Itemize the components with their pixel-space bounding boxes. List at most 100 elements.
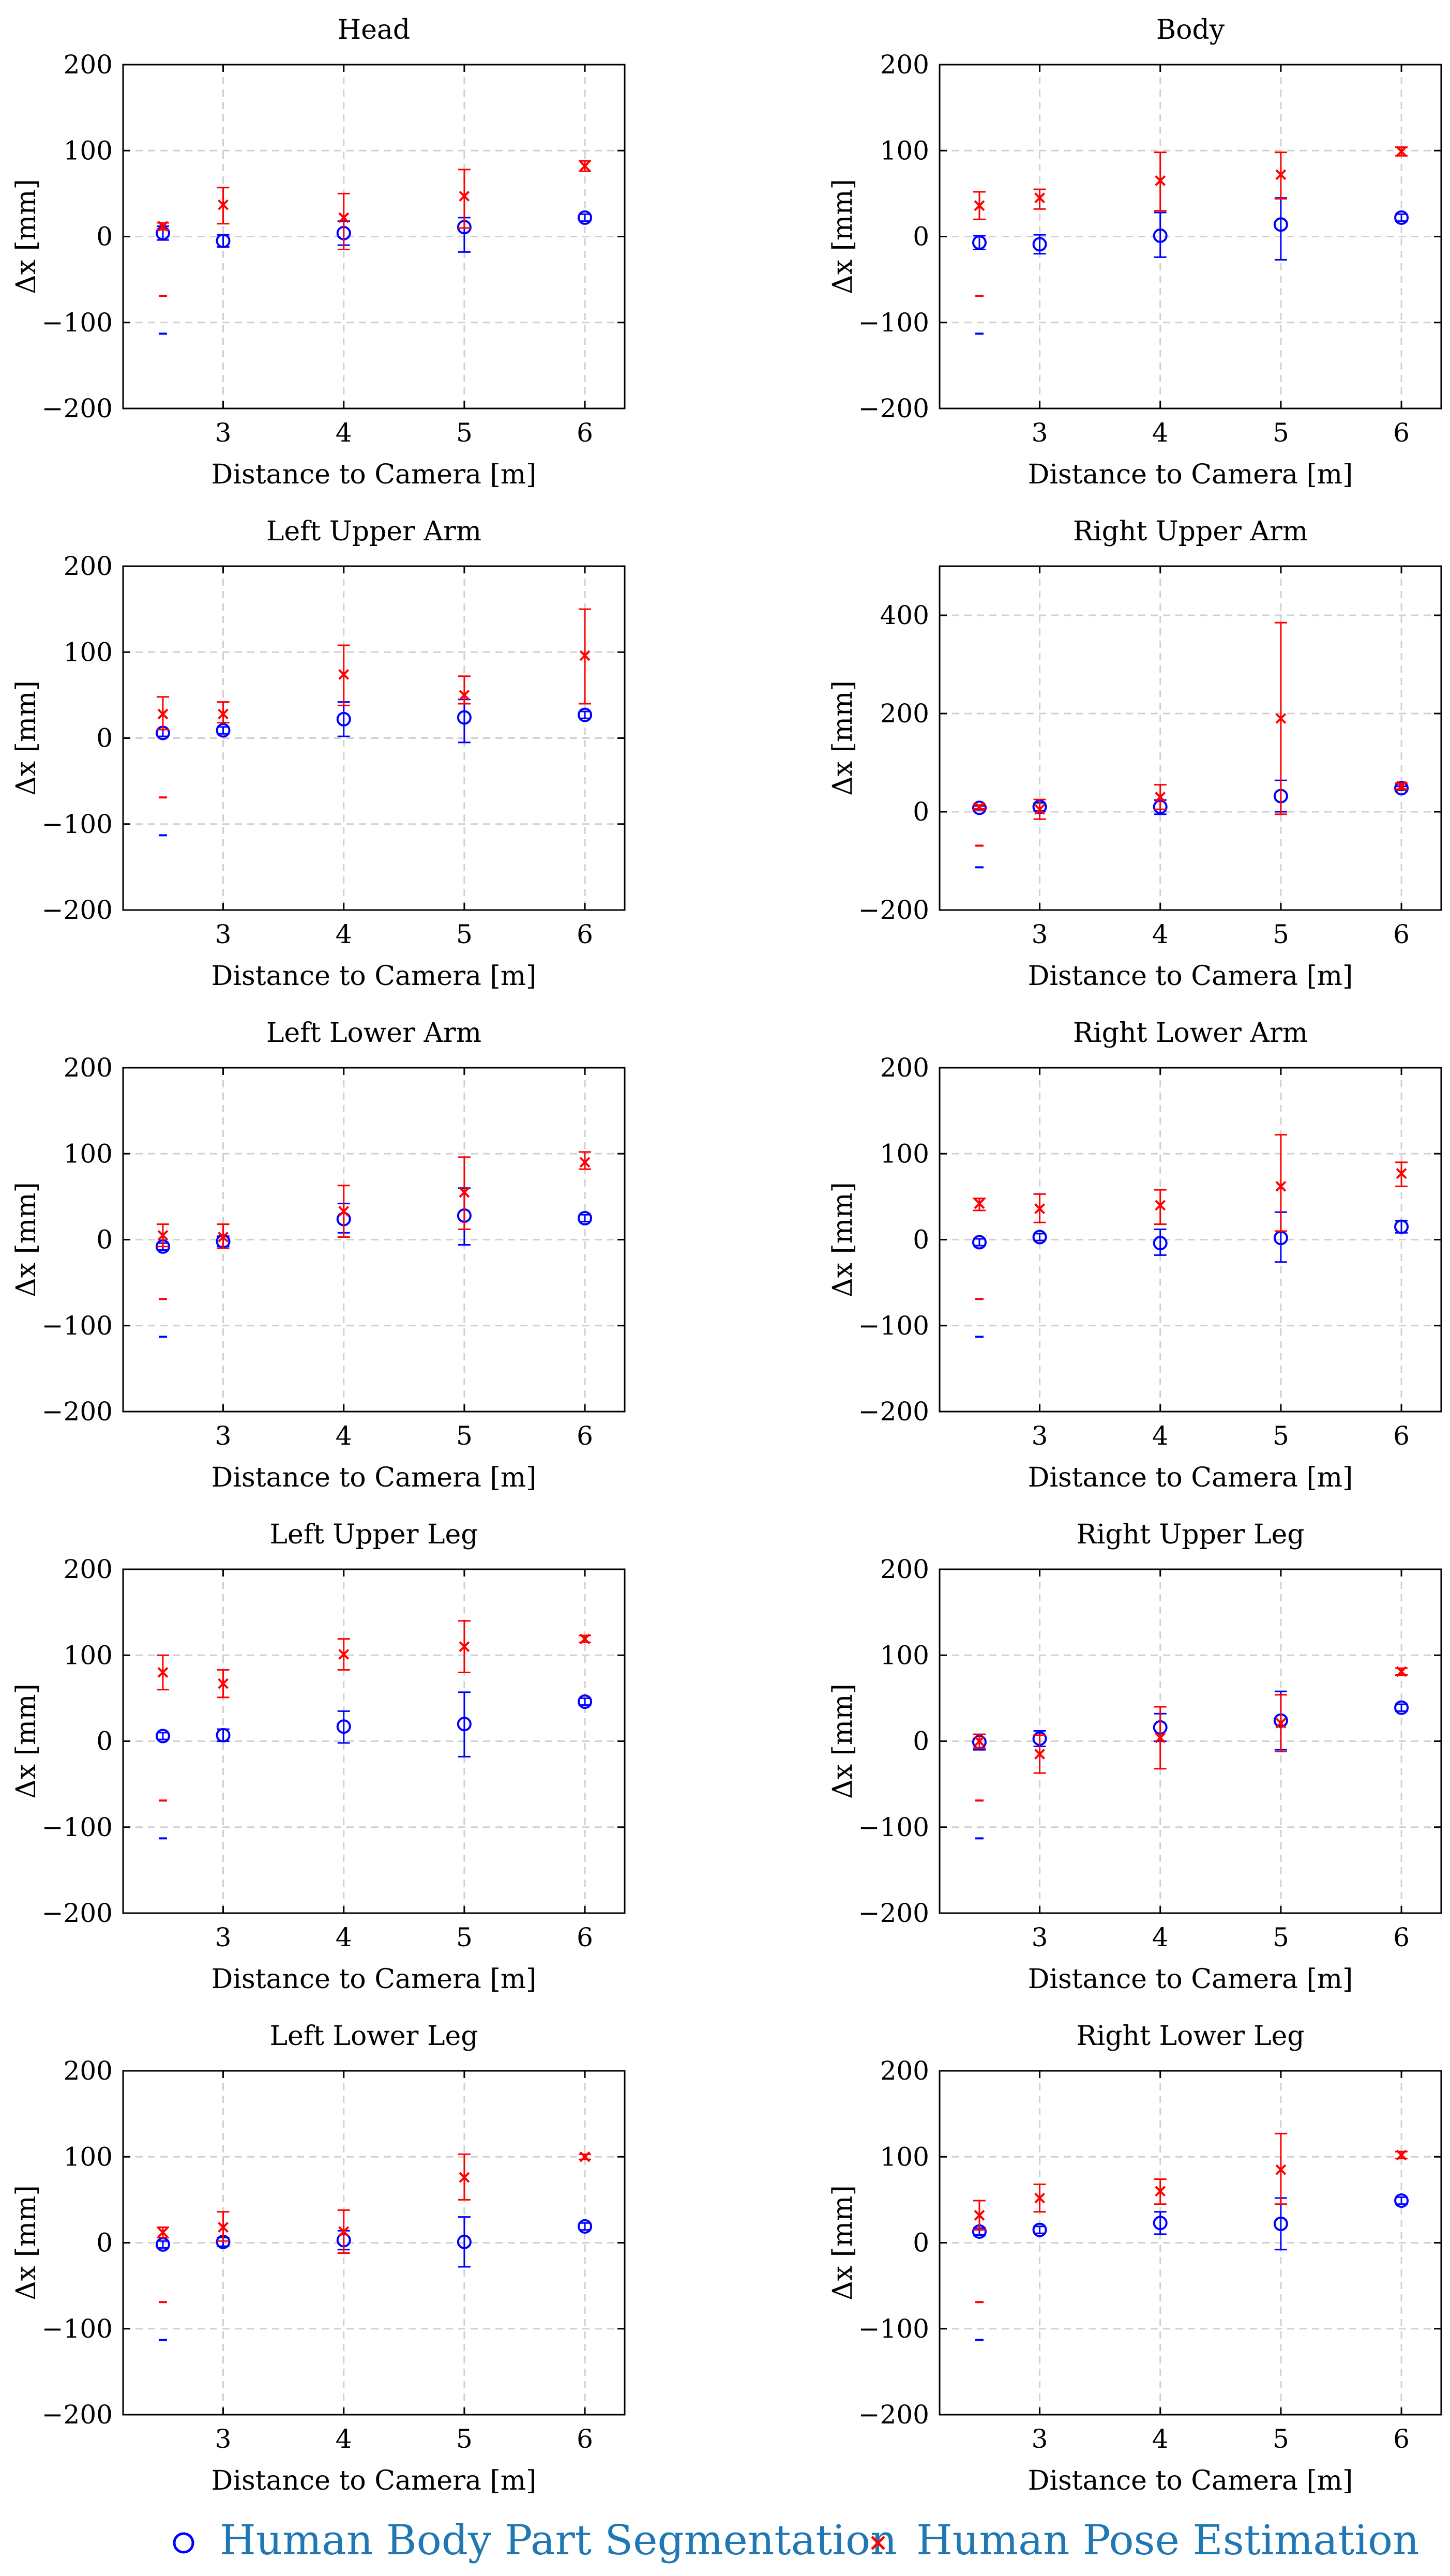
data-point-x-stroke <box>1155 1200 1166 1211</box>
data-point-x-stroke <box>218 2222 229 2233</box>
subplot-body: 3 4 5 6 −200 −100 0 100 200 Body Distance to Camer… <box>827 14 1442 490</box>
data-point-x <box>1034 2192 1045 2204</box>
data-point-x <box>338 669 350 680</box>
data-point-x <box>157 221 169 232</box>
x-tick-label: 4 <box>1152 418 1169 448</box>
y-tick-label: 200 <box>880 699 929 729</box>
data-point-circle <box>216 1728 231 1742</box>
subplot-title: Right Upper Leg <box>1076 1519 1304 1550</box>
data-point-x <box>1155 175 1166 186</box>
series-segmentation <box>155 1187 593 1338</box>
series-pose-estimation <box>156 1151 592 1300</box>
x-tick-label: 3 <box>1032 2424 1048 2454</box>
y-axis-label: Δx [mm] <box>827 680 858 796</box>
series-pose-estimation <box>156 1620 592 1802</box>
x-axis-label: Distance to Camera [m] <box>212 459 537 490</box>
y-axis-label: Δx [mm] <box>11 1182 42 1297</box>
series-pose-estimation <box>973 1666 1408 1802</box>
data-point-circle <box>972 235 987 250</box>
y-tick-label: −100 <box>42 809 113 839</box>
data-point-x <box>1034 1203 1045 1215</box>
x-tick-label: 6 <box>1393 1421 1410 1451</box>
x-tick-label: 5 <box>456 418 473 448</box>
data-point-circle <box>1273 217 1288 232</box>
data-point-x <box>1275 1718 1287 1729</box>
data-point-x <box>974 1736 985 1747</box>
data-point-x-stroke <box>1396 1666 1407 1677</box>
data-point-x <box>974 2209 985 2221</box>
data-point-circle <box>1153 228 1168 243</box>
data-point-x <box>157 708 169 720</box>
data-point-circle <box>1394 781 1409 796</box>
data-point-x <box>1034 804 1045 815</box>
x-tick-label: 6 <box>577 1421 593 1451</box>
data-point-x <box>579 1157 591 1168</box>
x-tick-label: 5 <box>1273 2424 1289 2454</box>
x-tick-label: 6 <box>577 1922 593 1952</box>
data-point-circle <box>1032 237 1047 252</box>
y-tick-label: 100 <box>880 135 929 165</box>
data-point-x <box>1275 713 1287 724</box>
subplot-title: Left Lower Leg <box>269 2021 478 2052</box>
series-pose-estimation <box>973 2132 1408 2304</box>
data-point-x-stroke <box>459 2172 470 2183</box>
y-axis-label: Δx [mm] <box>11 2185 42 2300</box>
series-segmentation <box>972 1690 1409 1840</box>
data-point-x <box>1396 781 1407 792</box>
y-tick-label: 0 <box>913 797 929 827</box>
data-point-x-stroke <box>1396 146 1407 157</box>
data-point-circle <box>336 1719 351 1734</box>
subplot-title: Left Upper Arm <box>266 516 481 547</box>
data-point-x-stroke <box>1155 792 1166 802</box>
data-point-x-stroke <box>1155 175 1166 186</box>
data-point-x <box>459 1641 470 1653</box>
y-tick-label: 200 <box>880 2056 929 2086</box>
y-tick-label: 400 <box>880 600 929 630</box>
data-point-x-stroke <box>1034 2192 1045 2204</box>
y-axis-label: Δx [mm] <box>11 179 42 294</box>
x-tick-label: 3 <box>215 2424 232 2454</box>
data-point-circle <box>1394 2193 1409 2208</box>
y-tick-label: −200 <box>858 1898 929 1928</box>
data-point-x <box>218 1232 229 1242</box>
y-tick-label: −200 <box>858 895 929 925</box>
y-tick-label: −200 <box>42 2400 113 2430</box>
series-segmentation <box>155 210 593 335</box>
x-tick-label: 4 <box>1152 1922 1169 1952</box>
x-tick-label: 5 <box>1273 1421 1289 1451</box>
x-tick-label: 4 <box>336 2424 352 2454</box>
data-point-x-stroke <box>974 801 985 812</box>
data-point-x-stroke <box>1034 1203 1045 1215</box>
data-point-x-stroke <box>1275 1718 1287 1729</box>
data-point-x <box>1155 2186 1166 2197</box>
x-tick-label: 5 <box>1273 1922 1289 1952</box>
data-point-x-stroke <box>218 1232 229 1242</box>
legend-pose-marker <box>871 2536 885 2550</box>
data-point-circle <box>1394 1219 1409 1234</box>
subplot-right-upper-arm: 3 4 5 6 −200 0 200 400 Right Upper Arm Distance t… <box>827 516 1442 992</box>
data-point-circle <box>155 1729 170 1744</box>
data-point-x-stroke <box>1396 1168 1407 1179</box>
subplot-title: Left Upper Leg <box>269 1519 478 1550</box>
data-point-x <box>338 1206 350 1217</box>
data-point-circle <box>1153 2216 1168 2231</box>
data-point-x-stroke <box>1396 781 1407 792</box>
x-tick-label: 6 <box>577 2424 593 2454</box>
y-tick-label: −200 <box>42 393 113 423</box>
subplot-title: Head <box>338 14 410 46</box>
data-point-x <box>1275 2164 1287 2175</box>
x-tick-label: 3 <box>215 1421 232 1451</box>
subplot-head: 3 4 5 6 −200 −100 0 100 200 Head Distance to Camer… <box>11 14 626 490</box>
x-tick-label: 3 <box>1032 1421 1048 1451</box>
y-tick-label: −100 <box>42 2314 113 2344</box>
y-axis-label: Δx [mm] <box>827 1684 858 1799</box>
series-segmentation <box>155 699 593 837</box>
y-tick-label: 0 <box>913 2228 929 2258</box>
data-point-x <box>459 2172 470 2183</box>
data-point-x <box>338 1649 350 1660</box>
x-tick-label: 5 <box>1273 418 1289 448</box>
subplot-right-lower-arm: 3 4 5 6 −200 −100 0 100 200 Right Lower Arm Distan… <box>827 1018 1442 1493</box>
x-tick-label: 4 <box>336 418 352 448</box>
y-tick-label: 200 <box>64 1554 113 1584</box>
data-point-circle <box>216 233 231 248</box>
